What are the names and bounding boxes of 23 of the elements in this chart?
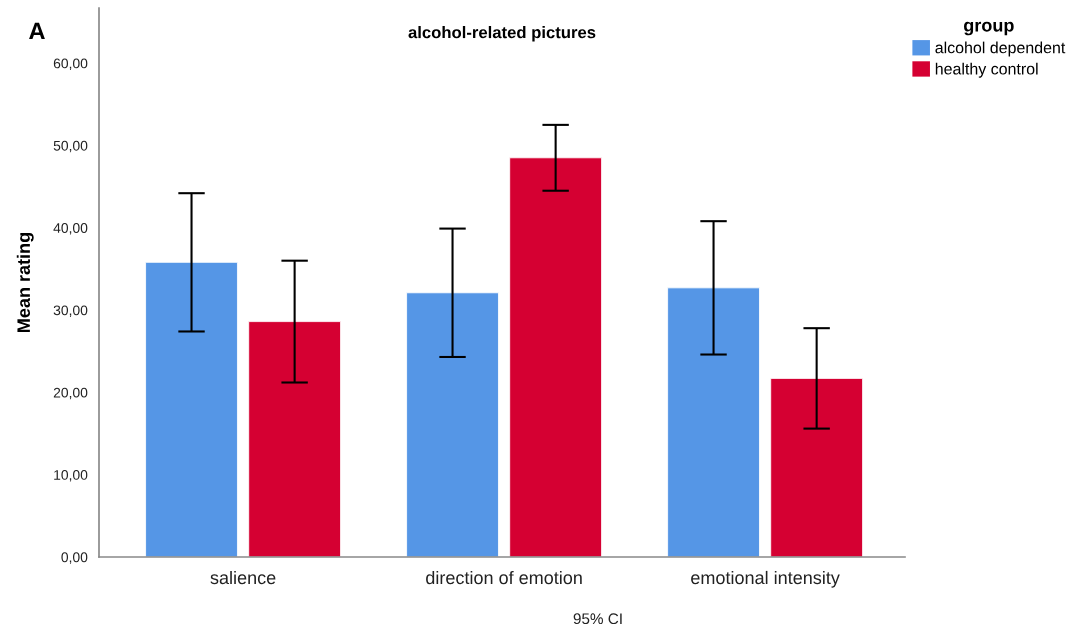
y-tick-label: 40,00 [53,223,88,235]
y-tick-label: 50,00 [53,140,88,153]
bar [145,261,238,557]
legend-label: alcohol dependent [935,41,1066,57]
legend-label: healthy control [935,62,1038,78]
x-tick-label: emotional intensity [691,570,840,588]
y-tick-label: 0,00 [61,552,88,564]
y-tick-label: 30,00 [53,305,88,317]
text: 95% CI [573,613,622,625]
y-axis-title: Mean rating [16,233,34,332]
bar [770,377,864,557]
bar [248,321,341,557]
bar [509,157,602,557]
text: alcohol-related pictures [408,26,596,42]
x-tick-label: salience [210,570,276,585]
legend-title: group [964,21,1014,36]
x-tick-label: direction of emotion [426,570,582,585]
bar [406,292,499,557]
y-tick-label: 20,00 [53,387,88,400]
bar [667,287,760,557]
text: A [29,22,45,40]
y-tick-label: 60,00 [53,58,88,70]
y-tick-label: 10,00 [54,470,88,482]
